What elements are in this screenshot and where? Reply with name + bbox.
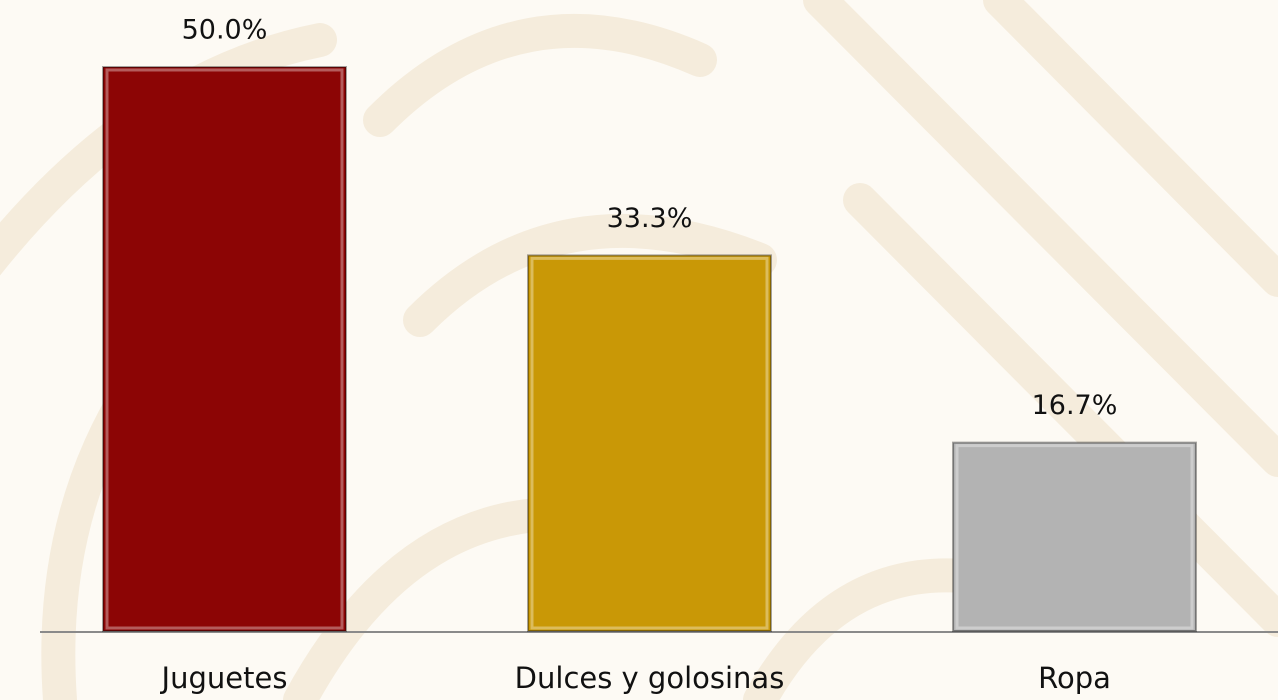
- bar-bevel: [955, 444, 1194, 630]
- bar-bevel: [530, 256, 769, 630]
- bar: [952, 441, 1197, 632]
- category-label: Dulces y golosinas: [515, 661, 785, 695]
- category-label: Ropa: [1038, 661, 1111, 695]
- value-label: 16.7%: [1032, 390, 1118, 421]
- bar: [527, 254, 772, 632]
- value-label: 33.3%: [607, 203, 693, 234]
- category-label: Juguetes: [160, 661, 288, 695]
- bar-bevel: [105, 68, 344, 630]
- bar: [102, 66, 347, 632]
- value-label: 50.0%: [182, 15, 268, 46]
